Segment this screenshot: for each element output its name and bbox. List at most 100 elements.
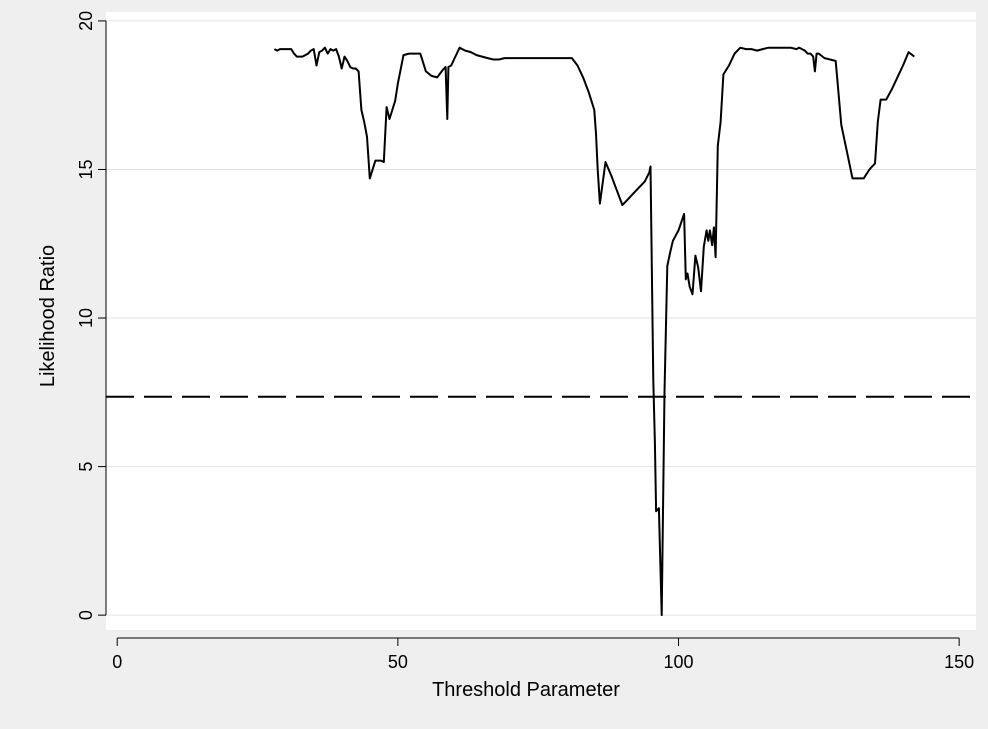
y-tick-label: 15 [76,159,96,179]
series-point [779,47,781,49]
series-point [338,56,340,58]
series-point [595,133,597,135]
series-point [394,100,396,102]
series-point [852,177,854,179]
series-point [386,106,388,108]
series-point [621,204,623,206]
series-point [445,66,447,68]
series-point [442,69,444,71]
series-point [335,48,337,50]
series-point [532,57,534,59]
series-point [481,56,483,58]
series-point [358,70,360,72]
series-point [795,48,797,50]
series-point [520,57,522,59]
series-point [720,121,722,123]
series-point [767,47,769,49]
series-point [863,177,865,179]
series-point [807,53,809,55]
series-point [431,75,433,77]
series-point [857,177,859,179]
series-point [318,51,320,53]
series-point [307,53,309,55]
series-point [728,65,730,67]
series-point [713,226,715,228]
x-tick-label: 100 [663,652,693,672]
series-point [709,229,711,231]
series-point [560,57,562,59]
series-point [722,73,724,75]
series-point [790,47,792,49]
gridlines [106,20,976,616]
series-point [446,118,448,120]
series-point [492,59,494,61]
series-point [703,246,705,248]
series-point [739,47,741,49]
x-tick-label: 50 [388,652,408,672]
series-point [341,68,343,70]
series-point [597,169,599,171]
series-point [464,50,466,52]
series-point [751,48,753,50]
y-tick-label: 0 [76,610,96,620]
series-point [296,56,298,58]
series-point [652,379,654,381]
series-point [648,171,650,173]
series-point [824,57,826,59]
series-point [672,240,674,242]
series-point [658,507,660,509]
series-point [447,66,449,68]
series-point [310,50,312,52]
series-point [537,57,539,59]
series-point [498,59,500,61]
series-point [644,180,646,182]
series-point [840,124,842,126]
series-point [419,53,421,55]
series-point [812,56,814,58]
series-point [577,65,579,67]
series-point [279,48,281,50]
series-point [321,50,323,52]
series-point [829,59,831,61]
series-point [689,286,691,288]
series-point [715,256,717,258]
series-point [599,203,601,205]
series-point [798,47,800,49]
series-point [403,54,405,56]
series-point [707,240,709,242]
y-tick-label: 20 [76,11,96,31]
series-point [352,68,354,70]
series-point [593,109,595,111]
series-point [324,47,326,49]
series-point [389,118,391,120]
series-point [896,76,898,78]
series-point [383,161,385,163]
series-point [627,198,629,200]
series-point [694,255,696,257]
series-point [809,53,811,55]
series-point [349,66,351,68]
y-axis-title: Likelihood Ratio [37,245,59,387]
series-point [687,273,689,275]
series-point [313,48,315,50]
series-point [571,57,573,59]
series-point [369,177,371,179]
plot-area-background [106,12,976,630]
series-point [414,53,416,55]
series-point [902,65,904,67]
series-point [762,48,764,50]
series-point [717,145,719,147]
series-point [374,160,376,162]
series-point [734,53,736,55]
series-point [880,99,882,101]
series-point [891,88,893,90]
series-point [650,166,652,168]
series-point [784,47,786,49]
series-point [391,109,393,111]
series-point [814,70,816,72]
series-point [801,48,803,50]
series-point [327,53,329,55]
series-point [711,244,713,246]
series-point [692,293,694,295]
series-point [450,65,452,67]
